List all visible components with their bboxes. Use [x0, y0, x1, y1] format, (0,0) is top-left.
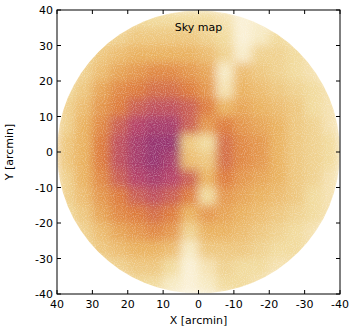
- x-tick: [304, 10, 305, 14]
- x-tick: [57, 10, 58, 14]
- x-tick-label: 30: [85, 298, 99, 311]
- y-tick: [336, 81, 340, 82]
- y-tick: [57, 81, 61, 82]
- y-tick: [57, 187, 61, 188]
- y-tick: [57, 223, 61, 224]
- y-tick: [336, 152, 340, 153]
- x-tick: [127, 290, 128, 294]
- y-tick-label: -20: [35, 217, 53, 230]
- cell: [92, 27, 110, 45]
- y-tick: [57, 258, 61, 259]
- y-tick: [336, 10, 340, 11]
- y-tick: [57, 116, 61, 117]
- x-tick: [198, 290, 199, 294]
- x-tick: [304, 290, 305, 294]
- field-of-view: [57, 10, 340, 294]
- cell: [287, 27, 305, 45]
- x-tick: [127, 10, 128, 14]
- x-tick: [57, 290, 58, 294]
- y-tick: [57, 10, 61, 11]
- y-tick-label: -10: [35, 182, 53, 195]
- y-tick: [336, 45, 340, 46]
- y-tick: [336, 116, 340, 117]
- x-tick-label: -40: [331, 298, 349, 311]
- grain-overlay: [57, 10, 340, 294]
- y-tick-label: -30: [35, 253, 53, 266]
- x-tick: [92, 10, 93, 14]
- x-tick: [92, 290, 93, 294]
- cell: [304, 240, 322, 258]
- x-tick: [269, 10, 270, 14]
- y-tick-label: 30: [39, 40, 53, 53]
- x-axis-title: X [arcmin]: [170, 314, 227, 327]
- y-tick: [57, 152, 61, 153]
- cells: [57, 10, 340, 294]
- y-tick-label: 0: [46, 146, 53, 159]
- y-tick-label: 20: [39, 75, 53, 88]
- y-tick: [336, 223, 340, 224]
- cell: [92, 258, 110, 276]
- x-tick-label: -20: [260, 298, 278, 311]
- y-tick-label: 10: [39, 111, 53, 124]
- y-tick: [336, 258, 340, 259]
- x-tick: [340, 10, 341, 14]
- y-tick-label: 40: [39, 4, 53, 17]
- x-tick-label: 0: [195, 298, 202, 311]
- y-tick: [336, 187, 340, 188]
- x-tick: [163, 10, 164, 14]
- y-tick: [57, 294, 61, 295]
- cell: [287, 258, 305, 276]
- x-tick: [233, 290, 234, 294]
- x-tick: [269, 290, 270, 294]
- cell: [74, 240, 92, 258]
- cell: [304, 45, 322, 63]
- x-tick: [233, 10, 234, 14]
- y-axis-title: Y [arcmin]: [3, 124, 16, 182]
- x-tick: [198, 10, 199, 14]
- x-tick: [340, 290, 341, 294]
- y-tick-label: -40: [35, 288, 53, 301]
- cell: [74, 45, 92, 63]
- title: Sky map: [175, 21, 222, 34]
- chart: 40 30 20 10 0 -10 -20 -30 -40 -40 -30 -20 -10 0 10 20 30…: [0, 0, 355, 333]
- y-tick: [57, 45, 61, 46]
- x-tick-label: 20: [121, 298, 135, 311]
- x-tick-label: -30: [296, 298, 314, 311]
- y-tick: [336, 294, 340, 295]
- plot-area: [57, 10, 340, 294]
- x-tick-label: 10: [156, 298, 170, 311]
- plot-frame: [57, 10, 340, 294]
- x-tick: [163, 290, 164, 294]
- x-tick-label: -10: [225, 298, 243, 311]
